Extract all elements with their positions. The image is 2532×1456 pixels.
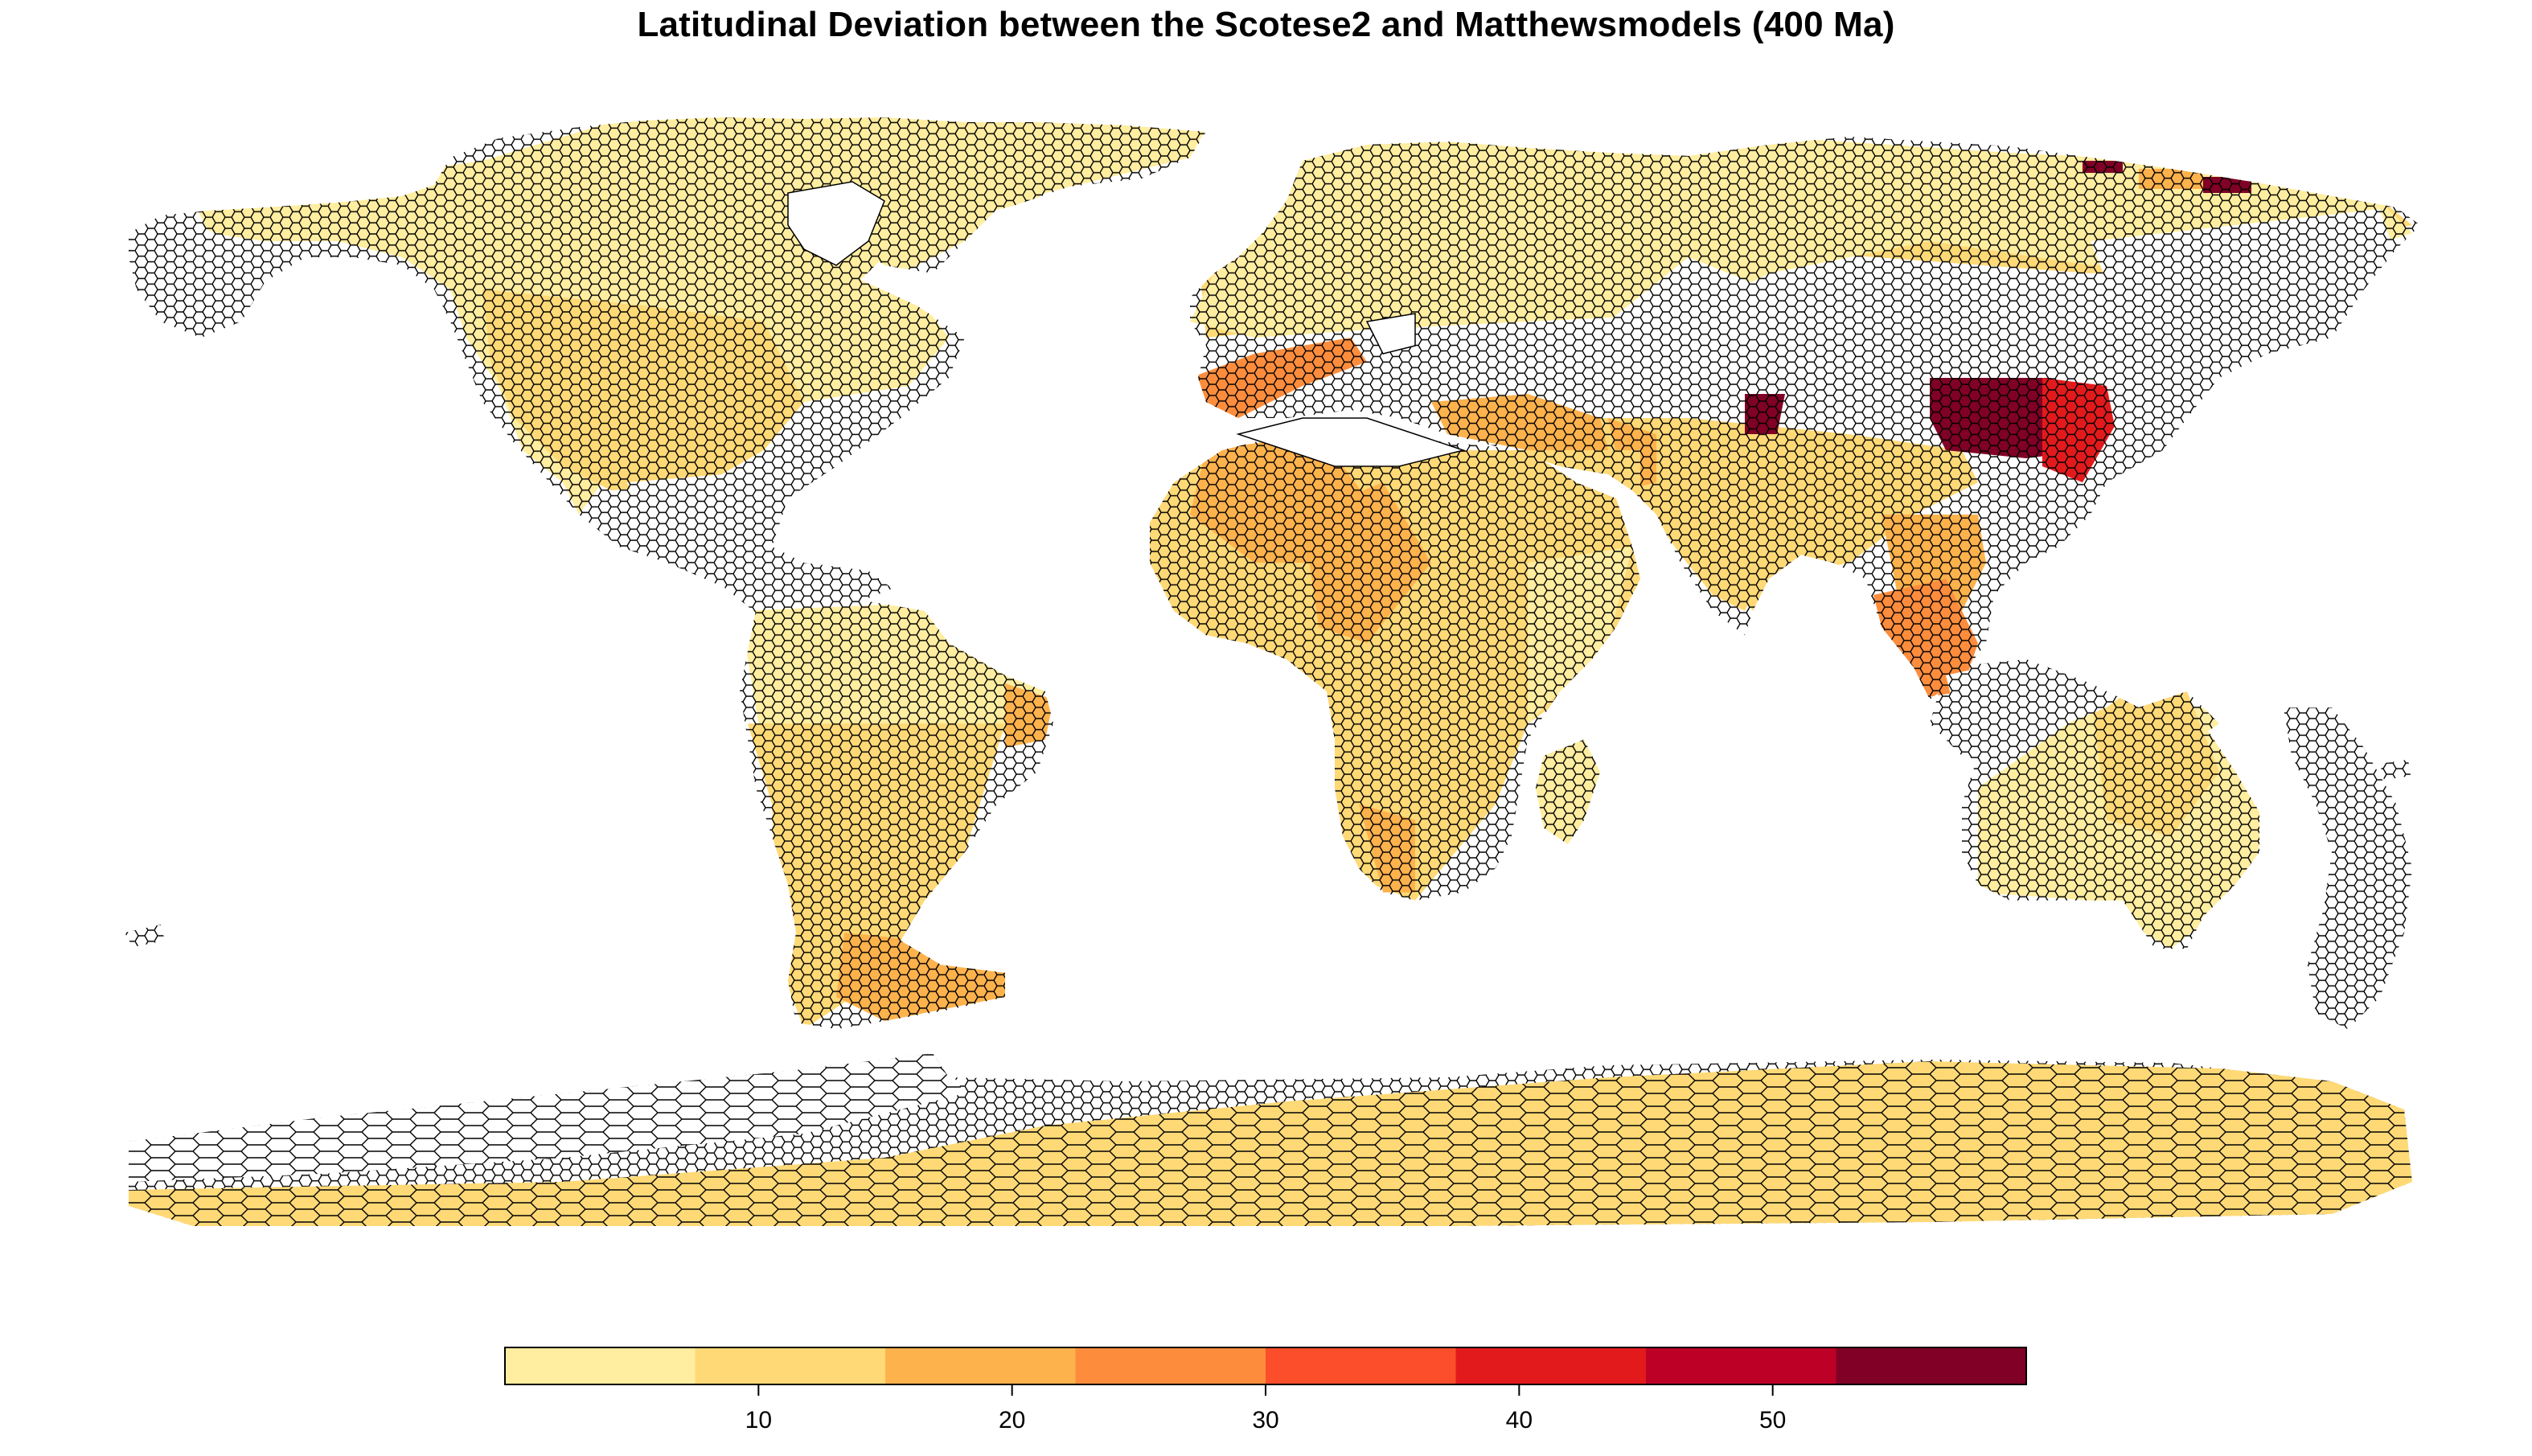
- legend-bin-4: [1075, 1347, 1266, 1384]
- region-siberia-c8: [2083, 161, 2123, 173]
- map-title: Latitudinal Deviation between the Scotes…: [637, 5, 1895, 44]
- region-far-east-c3: [2139, 169, 2203, 189]
- region-africa-east-c1: [1528, 547, 1632, 724]
- region-north-america-c2: [482, 289, 804, 490]
- legend-bin-3: [885, 1347, 1076, 1384]
- region-antarctica-nodata: [129, 1045, 965, 1182]
- region-gulf-nodata: [627, 474, 884, 611]
- mediterranean-sea: [1236, 417, 1466, 467]
- region-central-asia-c8: [1745, 394, 1785, 434]
- region-iberia-c4: [1190, 338, 1367, 418]
- legend-tick-label-50: 50: [1759, 1407, 1786, 1433]
- region-africa-central-c3: [1303, 482, 1431, 643]
- region-antarctica-colored: [129, 1061, 2412, 1226]
- legend-ticks: 10 20 30 40 50: [745, 1384, 1786, 1433]
- region-turkey-c3: [1431, 394, 1608, 450]
- region-east-asia-nodata: [2091, 209, 2396, 354]
- legend-bins: [505, 1347, 2026, 1384]
- legend-bin-7: [1646, 1347, 1836, 1384]
- legend-tick-label-30: 30: [1252, 1407, 1278, 1433]
- region-africa-south-c3: [1359, 804, 1415, 892]
- legend-bin-2: [695, 1347, 885, 1384]
- region-scandinavia-c1: [1190, 137, 2412, 338]
- region-china-c6: [2042, 378, 2115, 482]
- legend-bin-5: [1266, 1347, 1456, 1384]
- legend-tick-label-40: 40: [1506, 1407, 1533, 1433]
- legend-tick-label-20: 20: [999, 1407, 1025, 1433]
- legend-bin-6: [1455, 1347, 1646, 1384]
- legend-tick-label-10: 10: [745, 1407, 772, 1433]
- world-hexgrid-map: [125, 117, 2420, 1226]
- legend-bin-8: [1836, 1347, 2026, 1384]
- region-australia-c2: [2091, 691, 2219, 836]
- baltic-sea: [1365, 313, 1416, 355]
- legend-bin-1: [505, 1347, 696, 1384]
- hudson-bay: [787, 181, 885, 266]
- region-north-america-nodata-west: [125, 225, 257, 338]
- region-brazil-c3: [1005, 683, 1053, 748]
- region-far-east-c8: [2203, 177, 2251, 193]
- region-south-america-c2: [748, 724, 1005, 1029]
